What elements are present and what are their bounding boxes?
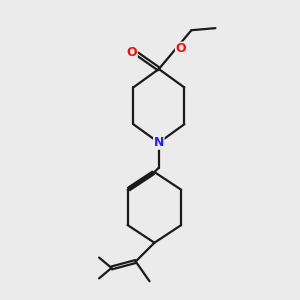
Text: N: N — [154, 136, 164, 149]
Text: O: O — [176, 42, 186, 55]
Text: O: O — [127, 46, 137, 59]
